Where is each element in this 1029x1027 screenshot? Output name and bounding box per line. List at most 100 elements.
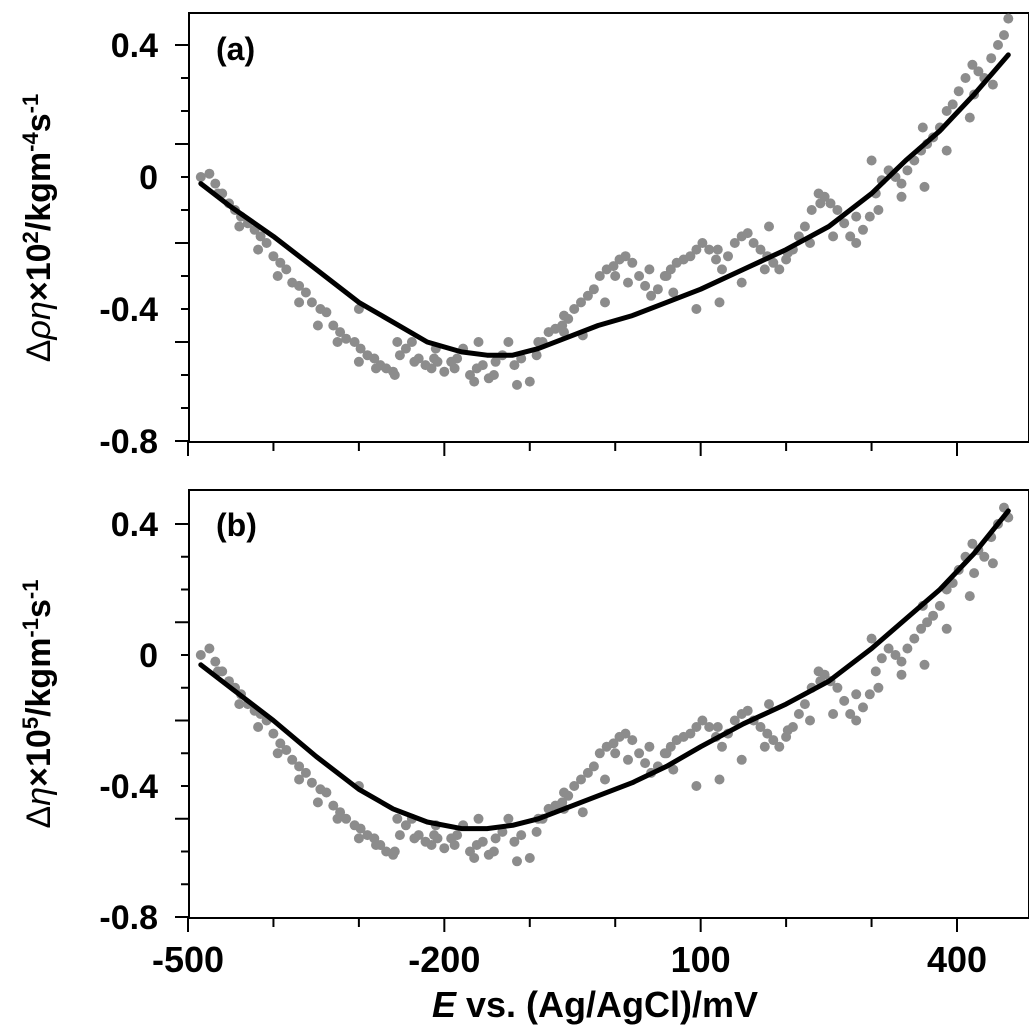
data-point xyxy=(768,735,779,746)
data-point xyxy=(512,379,522,390)
data-point xyxy=(755,722,766,732)
data-point xyxy=(452,830,463,841)
data-point xyxy=(588,284,599,295)
data-point xyxy=(620,251,631,262)
data-point xyxy=(866,633,877,644)
data-point xyxy=(204,643,215,654)
data-point xyxy=(646,290,657,301)
data-point xyxy=(509,836,520,847)
panel-label-b: (b) xyxy=(216,507,257,543)
data-point xyxy=(909,633,920,644)
data-point xyxy=(533,337,544,347)
data-point xyxy=(559,327,569,338)
data-point xyxy=(275,738,286,749)
data-point xyxy=(969,568,980,579)
data-point xyxy=(195,650,206,660)
data-point xyxy=(685,728,696,739)
fit-curve xyxy=(198,508,1011,832)
data-point xyxy=(406,337,417,347)
data-point xyxy=(452,353,463,364)
data-point xyxy=(873,205,884,215)
data-point xyxy=(723,251,733,262)
x-tick-label: 400 xyxy=(927,939,987,980)
data-point xyxy=(941,623,952,634)
data-point xyxy=(774,264,785,275)
data-point xyxy=(477,360,488,371)
data-point xyxy=(281,264,292,275)
data-point xyxy=(896,178,907,189)
data-point xyxy=(409,833,420,844)
data-point xyxy=(729,715,740,726)
data-point xyxy=(644,264,655,275)
marks-a xyxy=(195,13,1014,390)
data-point xyxy=(999,30,1009,41)
data-point xyxy=(509,360,520,371)
data-point xyxy=(839,695,850,706)
data-point xyxy=(594,271,605,281)
data-point xyxy=(204,168,215,179)
data-point xyxy=(281,745,292,755)
data-point xyxy=(711,254,721,265)
data-point xyxy=(845,231,856,242)
data-point xyxy=(469,376,480,387)
data-point xyxy=(866,155,877,166)
data-point xyxy=(704,244,715,255)
data-point xyxy=(569,304,580,314)
data-point xyxy=(953,86,964,97)
data-point xyxy=(588,761,599,772)
data-point xyxy=(294,774,305,785)
data-point xyxy=(691,781,702,791)
data-point xyxy=(392,813,403,824)
data-point xyxy=(764,699,774,710)
data-point xyxy=(261,238,272,248)
data-point xyxy=(371,363,381,374)
data-point xyxy=(714,297,725,308)
data-point xyxy=(355,823,366,834)
data-point xyxy=(488,370,499,380)
data-point xyxy=(210,178,221,189)
data-point xyxy=(870,666,881,677)
data-point xyxy=(490,356,501,367)
data-point xyxy=(272,271,283,281)
y-axis-ticks-a: -0.8 -0.4 0 0.4 xyxy=(99,27,189,461)
data-point xyxy=(559,310,569,321)
data-point xyxy=(429,830,440,841)
data-point xyxy=(640,280,651,291)
data-point xyxy=(429,353,440,364)
data-point xyxy=(524,376,535,387)
y-tick-label: 0.4 xyxy=(111,27,158,65)
data-point xyxy=(268,728,279,739)
data-point xyxy=(964,112,975,123)
data-point xyxy=(634,271,645,281)
data-point xyxy=(640,758,651,769)
data-point xyxy=(704,722,715,732)
panel-label-a: (a) xyxy=(216,31,255,67)
data-point xyxy=(890,650,901,660)
y-tick-label: -0.8 xyxy=(99,423,158,461)
data-point xyxy=(234,699,245,710)
x-tick-label: 100 xyxy=(671,939,731,980)
data-point xyxy=(755,244,766,255)
data-point xyxy=(620,728,631,739)
x-axis-tick-labels: -500 -200 100 400 xyxy=(152,939,987,980)
data-point xyxy=(873,682,884,693)
data-point xyxy=(531,826,542,837)
data-point xyxy=(960,73,971,83)
data-point xyxy=(697,715,708,726)
data-point xyxy=(883,643,894,654)
data-point xyxy=(503,337,514,347)
data-point xyxy=(306,297,317,308)
y-tick-label: 0 xyxy=(139,159,158,197)
x-tick-label: -500 xyxy=(152,939,224,980)
data-point xyxy=(490,833,501,844)
data-point xyxy=(627,257,638,268)
data-point xyxy=(328,320,339,331)
data-point xyxy=(349,337,360,347)
data-point xyxy=(512,856,522,867)
data-point xyxy=(967,59,978,70)
data-point xyxy=(832,205,843,215)
data-point xyxy=(400,820,411,831)
data-point xyxy=(919,181,930,192)
data-point xyxy=(255,231,266,242)
